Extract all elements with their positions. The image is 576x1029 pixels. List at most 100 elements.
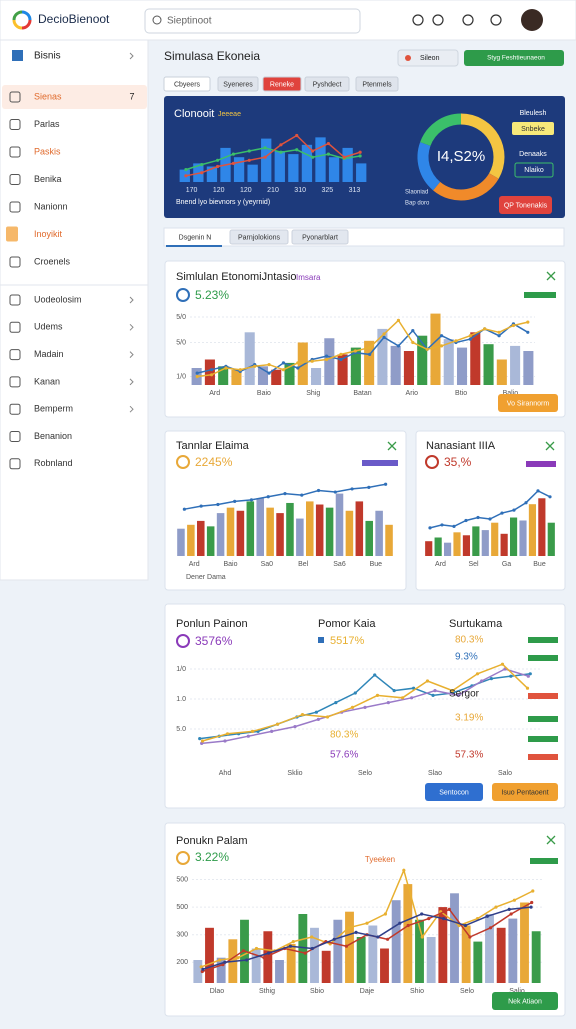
settings-icon[interactable]	[432, 14, 444, 26]
avatar[interactable]	[521, 9, 543, 31]
chevron	[129, 323, 134, 331]
line-point	[324, 354, 329, 358]
menu-item[interactable]: Kanan	[34, 376, 60, 386]
card-title: Simlulan EtonomiJntasio	[176, 271, 296, 283]
filter-button[interactable]	[397, 49, 459, 67]
logo-text: DecioBienoot	[38, 12, 110, 26]
bar	[226, 507, 235, 556]
card-button-label[interactable]: Isuo Pentaoent	[501, 789, 548, 796]
tab-label[interactable]: Ptenmels	[362, 81, 392, 88]
menu-item[interactable]: Robnland	[34, 458, 73, 468]
tab[interactable]	[262, 76, 302, 92]
tab[interactable]	[304, 76, 350, 92]
card-title: Pomor Kaia	[318, 618, 376, 630]
menu-item[interactable]: Sienas	[34, 91, 62, 101]
line-point	[528, 672, 532, 676]
line-point	[392, 689, 396, 693]
search-placeholder: Sieptinoot	[167, 16, 212, 27]
line-point	[215, 158, 220, 162]
menu-item[interactable]: Madain	[34, 349, 64, 359]
bar	[311, 368, 322, 385]
subtab-label[interactable]: Dsgenin N	[179, 234, 212, 241]
subtab-label[interactable]: Pyonarblart	[302, 234, 338, 241]
line-point	[209, 368, 214, 372]
line	[202, 906, 532, 970]
bar	[461, 925, 471, 983]
active-row	[2, 85, 147, 109]
search-icon	[152, 15, 162, 25]
tab[interactable]	[217, 76, 259, 92]
tab[interactable]	[163, 76, 211, 92]
tab-label[interactable]: Pyshdect	[313, 81, 342, 88]
user-icon[interactable]	[462, 14, 474, 26]
menu-item[interactable]: Uodeolosim	[34, 294, 82, 304]
menu-item[interactable]: Bemperm	[34, 404, 73, 414]
x-tick-label: Salo	[498, 770, 512, 777]
close-icon[interactable]	[545, 441, 555, 451]
bar	[325, 507, 334, 556]
card-button[interactable]	[498, 394, 558, 412]
legend-chip	[524, 292, 556, 298]
tab[interactable]	[355, 76, 399, 92]
line-point	[529, 905, 533, 909]
close-icon[interactable]	[387, 441, 397, 451]
bar	[456, 347, 468, 385]
subtab-label[interactable]: Parnjolokions	[238, 234, 281, 241]
line-point	[182, 507, 186, 511]
tab-label[interactable]: Reneke	[270, 81, 294, 88]
action-button[interactable]	[464, 50, 564, 66]
menu-icon	[9, 403, 21, 415]
donut-ring	[433, 172, 499, 201]
donut-ring	[420, 113, 462, 147]
menu-item[interactable]: Paskis	[34, 146, 61, 156]
logo-icon	[21, 10, 32, 21]
subtab[interactable]	[291, 229, 349, 245]
card-button[interactable]	[492, 992, 558, 1010]
bar	[256, 498, 264, 556]
subtab[interactable]	[166, 230, 224, 244]
close-icon[interactable]	[546, 835, 556, 845]
bar	[266, 507, 274, 556]
hero-button-label[interactable]: QP Tonenakis	[504, 202, 548, 209]
menu-item[interactable]: Croenels	[34, 256, 71, 266]
line-point	[247, 158, 251, 162]
line-point	[326, 152, 331, 156]
menu-item[interactable]: Parlas	[34, 119, 60, 129]
line-point	[425, 347, 429, 351]
card-button[interactable]	[492, 783, 558, 801]
tab-label[interactable]: Cbyeers	[174, 81, 201, 88]
line-point	[215, 164, 220, 169]
menu-icon	[9, 174, 21, 185]
menu-item[interactable]: Benika	[34, 174, 62, 184]
x-tick-label: Batan	[353, 390, 371, 397]
tab-label[interactable]: Syeneres	[223, 81, 253, 88]
bar	[481, 530, 489, 556]
bell-icon[interactable]	[412, 14, 424, 26]
subtab[interactable]	[229, 229, 289, 245]
card-button-label[interactable]: Nek Atiaon	[508, 998, 542, 1005]
card-button-label[interactable]: Sentocon	[439, 789, 469, 796]
menu-item[interactable]: Inoyikit	[34, 229, 63, 239]
bar	[342, 147, 353, 182]
menu-item[interactable]: Benanion	[34, 431, 72, 441]
line-point	[500, 662, 505, 666]
card-button-label[interactable]: Vo Sirannorm	[507, 400, 550, 407]
hero-button[interactable]	[499, 196, 552, 214]
line-point	[431, 693, 435, 698]
search-box[interactable]	[144, 8, 361, 34]
bar	[284, 362, 295, 385]
menu-item[interactable]: Nanionn	[34, 201, 68, 211]
bar	[415, 919, 424, 983]
x-tick-label: Baio	[223, 561, 237, 568]
bar	[491, 522, 499, 556]
clock-icon[interactable]	[490, 14, 502, 26]
card-button[interactable]	[425, 783, 483, 801]
bar	[218, 366, 229, 385]
line-point	[279, 143, 283, 147]
menu-item[interactable]: Udems	[34, 322, 63, 332]
line-point	[382, 332, 386, 336]
action-label[interactable]: Styg Feshtieunaeon	[487, 55, 545, 62]
line-point	[512, 898, 516, 902]
close-icon[interactable]	[546, 271, 556, 281]
line-point	[433, 689, 437, 693]
